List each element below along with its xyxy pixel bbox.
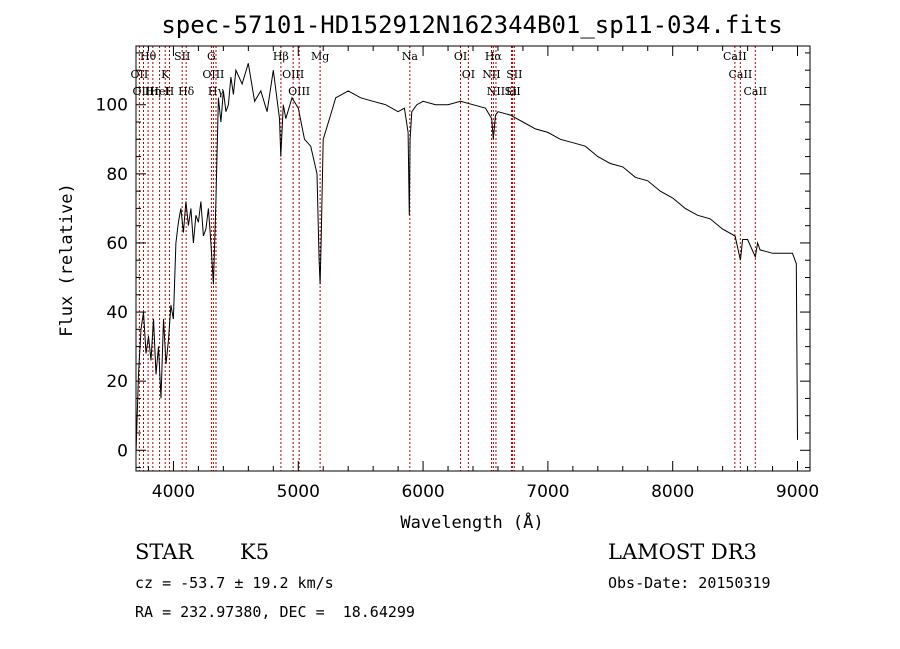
line-label: OIII	[132, 85, 154, 98]
line-label: CaII	[723, 50, 747, 63]
line-label: Hδ	[178, 85, 195, 98]
x-tick-label: 4000	[152, 482, 195, 502]
line-label: NII	[482, 68, 500, 81]
line-label: OIII	[202, 68, 224, 81]
line-label: SII	[174, 50, 190, 63]
x-tick-label: 6000	[401, 482, 444, 502]
line-label: OIII	[288, 85, 310, 98]
coords-text: RA = 232.97380, DEC = 18.64299	[135, 603, 415, 621]
line-label: Hβ	[273, 50, 289, 63]
line-label: G	[207, 50, 216, 63]
line-label: Hθ	[140, 50, 157, 63]
line-label: OI	[462, 68, 475, 81]
line-label: CaII	[729, 68, 753, 81]
x-tick-label: 8000	[651, 482, 694, 502]
plot-frame	[135, 45, 811, 472]
emission-line-markers	[138, 46, 756, 471]
line-label: OII	[131, 68, 149, 81]
y-tick-label: 60	[106, 234, 128, 254]
line-label: Hα	[485, 50, 503, 63]
line-label: Hγ	[208, 85, 225, 98]
line-label: OIII	[282, 68, 304, 81]
class-label: STAR	[135, 540, 194, 564]
x-tick-label: 5000	[277, 482, 320, 502]
line-label: HeI	[149, 85, 169, 98]
y-tick-label: 100	[96, 96, 128, 116]
line-label: NII	[487, 85, 505, 98]
y-tick-label: 0	[117, 441, 128, 461]
spectrum-line	[135, 63, 798, 454]
survey-label: LAMOST DR3	[608, 540, 757, 564]
line-label: CaII	[743, 85, 767, 98]
line-label: Hη	[145, 85, 161, 98]
line-label: H	[165, 85, 175, 98]
x-axis-ticks: 4000 5000 6000 7000 8000 9000	[147, 46, 819, 502]
line-label: K	[161, 68, 170, 81]
redshift-text: cz = -53.7 ± 19.2 km/s	[135, 574, 334, 592]
y-axis-ticks: 0 20 40 60 80 100	[96, 52, 810, 469]
x-tick-label: 7000	[526, 482, 569, 502]
obs-date-text: Obs-Date: 20150319	[608, 574, 771, 592]
line-label: Mg	[311, 50, 329, 63]
line-label: Li	[506, 85, 517, 98]
chart-title: spec-57101-HD152912N162344B01_sp11-034.f…	[161, 11, 782, 39]
y-tick-label: 40	[106, 303, 128, 323]
y-axis-label: Flux (relative)	[57, 183, 77, 337]
line-label: Na	[402, 50, 419, 63]
subclass-label: K5	[240, 540, 270, 564]
x-axis-label: Wavelength (Å)	[400, 511, 543, 533]
line-label: SII	[506, 68, 522, 81]
y-tick-label: 80	[106, 165, 128, 185]
x-tick-label: 9000	[776, 482, 819, 502]
line-label: SII	[504, 85, 520, 98]
y-tick-label: 20	[106, 372, 128, 392]
line-label: OI	[454, 50, 467, 63]
